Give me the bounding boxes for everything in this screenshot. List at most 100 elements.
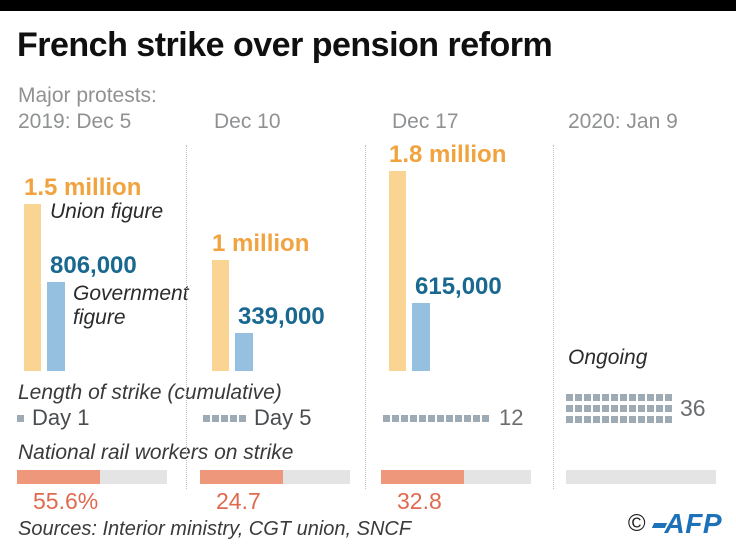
day-square bbox=[401, 414, 408, 422]
day-square bbox=[437, 414, 444, 422]
day-square bbox=[611, 404, 618, 412]
day-square bbox=[611, 393, 618, 401]
day-square bbox=[602, 415, 609, 423]
ongoing-label: Ongoing bbox=[568, 346, 648, 369]
rail-value-label: 55.6% bbox=[33, 488, 99, 514]
day-square bbox=[230, 414, 237, 422]
union-value-label: 1 million bbox=[212, 230, 310, 257]
top-black-bar bbox=[0, 0, 736, 11]
day-square bbox=[575, 415, 582, 423]
column-separator bbox=[186, 145, 187, 489]
rail-value-label: 24.7 bbox=[216, 488, 261, 514]
sources-note: Sources: Interior ministry, CGT union, S… bbox=[18, 518, 412, 540]
day-square bbox=[383, 414, 390, 422]
day-square bbox=[419, 414, 426, 422]
day-square bbox=[584, 415, 591, 423]
day-square bbox=[221, 414, 228, 422]
government-value-label: 339,000 bbox=[238, 303, 325, 330]
strike-length-row: 36 bbox=[566, 392, 706, 424]
rail-workers-section-label: National rail workers on strike bbox=[18, 441, 294, 464]
day-square bbox=[656, 404, 663, 412]
day-square bbox=[620, 393, 627, 401]
day-square bbox=[239, 414, 246, 422]
day-square bbox=[584, 404, 591, 412]
day-square bbox=[629, 393, 636, 401]
strike-length-row: 12 bbox=[383, 405, 524, 430]
government-value-label: 806,000 bbox=[50, 252, 137, 279]
strike-length-row: Day 1 bbox=[17, 405, 90, 430]
day-square bbox=[620, 404, 627, 412]
strike-length-row: Day 5 bbox=[203, 405, 312, 430]
union-value-label: 1.5 million bbox=[24, 174, 142, 201]
column-separator bbox=[553, 145, 554, 489]
day-square bbox=[212, 414, 219, 422]
day-square-grid bbox=[566, 393, 672, 423]
day-square bbox=[665, 415, 672, 423]
union-bar bbox=[212, 260, 229, 371]
column-header: 2019: Dec 5 bbox=[18, 110, 132, 133]
day-square bbox=[392, 414, 399, 422]
day-square bbox=[638, 415, 645, 423]
union-bar bbox=[24, 204, 41, 371]
strike-length-label: 12 bbox=[499, 405, 524, 430]
strike-length-label: Day 1 bbox=[32, 405, 90, 430]
day-square bbox=[575, 393, 582, 401]
afp-logo: AFP bbox=[653, 510, 723, 538]
government-bar bbox=[47, 282, 65, 371]
day-square bbox=[203, 414, 210, 422]
column-separator bbox=[365, 145, 366, 489]
rail-bar-fill bbox=[381, 470, 464, 484]
day-square bbox=[464, 414, 471, 422]
strike-length-section-label: Length of strike (cumulative) bbox=[18, 381, 282, 404]
page-title: French strike over pension reform bbox=[17, 26, 553, 64]
day-square bbox=[428, 414, 435, 422]
day-square bbox=[602, 404, 609, 412]
chart-subtitle: Major protests: bbox=[18, 84, 157, 107]
credit: © AFP bbox=[628, 510, 722, 538]
rail-bar-track bbox=[566, 470, 716, 484]
column-header: Dec 10 bbox=[214, 110, 281, 133]
column-header: 2020: Jan 9 bbox=[568, 110, 678, 133]
day-square bbox=[455, 414, 462, 422]
day-square bbox=[575, 404, 582, 412]
day-square bbox=[593, 404, 600, 412]
union-value-label: 1.8 million bbox=[389, 141, 507, 168]
column-header: Dec 17 bbox=[392, 110, 459, 133]
day-square bbox=[593, 415, 600, 423]
day-square bbox=[647, 404, 654, 412]
union-bar bbox=[389, 171, 406, 371]
day-square bbox=[17, 414, 24, 422]
day-square bbox=[665, 404, 672, 412]
rail-bar-fill bbox=[17, 470, 100, 484]
day-square bbox=[602, 393, 609, 401]
day-square bbox=[629, 404, 636, 412]
day-square bbox=[656, 415, 663, 423]
day-square bbox=[482, 414, 489, 422]
day-square bbox=[611, 415, 618, 423]
strike-length-label: 36 bbox=[680, 394, 706, 421]
day-square bbox=[638, 393, 645, 401]
day-square bbox=[638, 404, 645, 412]
government-bar bbox=[235, 333, 253, 371]
copyright-icon: © bbox=[627, 510, 646, 537]
day-square bbox=[593, 393, 600, 401]
day-square bbox=[446, 414, 453, 422]
union-figure-legend: Union figure bbox=[50, 200, 164, 223]
strike-length-label: Day 5 bbox=[254, 405, 312, 430]
day-square bbox=[647, 393, 654, 401]
government-value-label: 615,000 bbox=[415, 273, 502, 300]
day-square bbox=[566, 393, 573, 401]
government-figure-legend: Government figure bbox=[73, 282, 189, 329]
day-square bbox=[656, 393, 663, 401]
day-square bbox=[566, 404, 573, 412]
day-square bbox=[584, 393, 591, 401]
government-bar bbox=[412, 303, 430, 371]
rail-bar-fill bbox=[200, 470, 283, 484]
day-square bbox=[473, 414, 480, 422]
day-square bbox=[665, 393, 672, 401]
day-square bbox=[629, 415, 636, 423]
day-square bbox=[647, 415, 654, 423]
day-square bbox=[620, 415, 627, 423]
day-square bbox=[410, 414, 417, 422]
